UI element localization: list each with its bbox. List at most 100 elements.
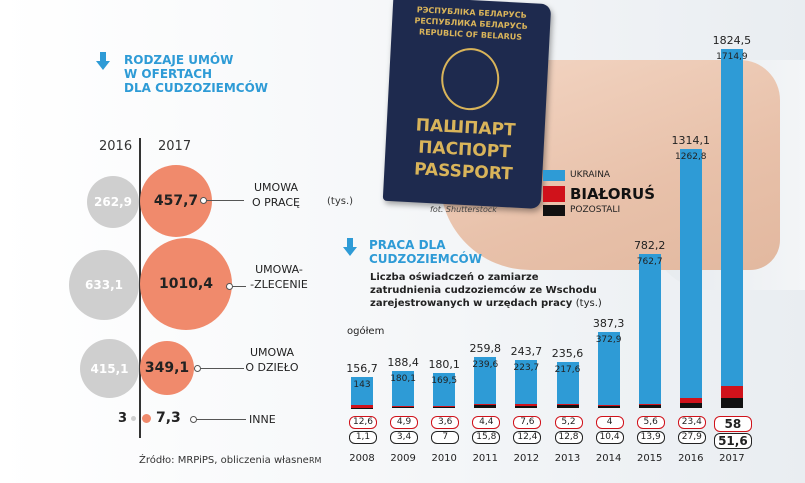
- x-tick-label: 2009: [390, 453, 416, 464]
- pill-pozostali-value: 12,8: [554, 431, 583, 444]
- value-2016-inne: 3: [118, 411, 128, 426]
- section2-title: PRACA DLA CUDZOZIEMCÓW: [369, 238, 482, 266]
- pill-pozostali-value: 12,4: [513, 431, 542, 444]
- bar-segment-pozostali: [392, 407, 415, 409]
- bar-segment-ukraina: [392, 370, 415, 407]
- x-tick-label: 2012: [513, 453, 540, 464]
- pill-pozostali-value: 51,6: [713, 433, 752, 449]
- pill-bialorus-value: 12,6: [349, 416, 377, 429]
- year-2017-label: 2017: [158, 139, 192, 154]
- bar-inner-value-label: 239,6: [472, 359, 499, 370]
- bar-inner-value-label: 143: [353, 380, 371, 391]
- legend-swatch-pozostali: [543, 205, 565, 216]
- row-label-line1: UMOWA-: [255, 263, 303, 276]
- legend-swatch-bialorus: [543, 186, 565, 202]
- row-label-umowa-o-dzielo: UMOWA O DZIEŁO: [242, 345, 302, 375]
- photo-credit: fot. Shutterstock: [430, 205, 497, 214]
- arrow-down-icon: [96, 52, 110, 70]
- legend-label-ukraina: UKRAINA: [570, 170, 611, 180]
- connector-line: [206, 200, 244, 201]
- bar-segment-pozostali: [556, 405, 579, 408]
- bar-total-label: 180,1: [428, 357, 460, 371]
- section2-title-line2: CUDZOZIEMCÓW: [369, 252, 482, 266]
- pill-pozostali-value: 3,4: [390, 431, 419, 444]
- bar-total-label: 387,3: [592, 316, 625, 330]
- bar-inner-value-label: 762,7: [636, 256, 663, 267]
- bar-segment-ukraina: [515, 359, 538, 405]
- subtitle-line3: zarejestrowanych w urzędach pracy: [370, 298, 573, 309]
- row-label-line2: O DZIEŁO: [245, 361, 299, 374]
- bar-inner-value-label: 372,9: [595, 334, 622, 345]
- pill-pozostali-value: 7: [431, 431, 460, 444]
- bar-total-label: 188,4: [387, 355, 419, 369]
- year-2016-label: 2016: [99, 139, 133, 154]
- legend-swatch-ukraina: [543, 170, 565, 181]
- bar-total-label: 1314,1: [671, 134, 711, 148]
- pill-pozostali-value: 15,8: [472, 431, 501, 444]
- row-label-line2: O PRACĘ: [252, 196, 300, 209]
- bar-segment-bialorus: [679, 397, 702, 403]
- bar-segment-bialorus: [433, 405, 456, 407]
- bar-segment-bialorus: [351, 405, 373, 408]
- bar-segment-bialorus: [597, 405, 620, 407]
- bar-segment-ukraina: [474, 356, 497, 404]
- bar-segment-bialorus: [515, 404, 538, 406]
- pill-bialorus-value: 58: [713, 416, 752, 432]
- bar-segment-bialorus: [556, 404, 579, 406]
- bar-segment-pozostali: [679, 402, 702, 408]
- bubble-2016-umowa-o-dzielo: 415,1: [80, 339, 139, 398]
- pill-bialorus-value: 4,4: [472, 416, 501, 429]
- pill-bialorus-value: 3,6: [431, 416, 460, 429]
- bar-segment-ukraina: [351, 377, 373, 406]
- pill-pozostali-value: 1,1: [349, 431, 377, 444]
- pill-bialorus-value: 7,6: [513, 416, 542, 429]
- bar-segment-bialorus: [392, 406, 415, 408]
- bar-total-label: 782,2: [633, 238, 666, 252]
- pill-bialorus-value: 23,4: [677, 416, 706, 429]
- row-label-umowa-zlecenie: UMOWA- -ZLECENIE: [248, 262, 310, 292]
- bar-segment-bialorus: [720, 386, 743, 398]
- connector-line: [200, 368, 244, 369]
- bar-segment-pozostali: [720, 397, 743, 408]
- pill-pozostali-value: 27,9: [677, 431, 706, 444]
- bar-segment-bialorus: [638, 404, 661, 406]
- bar-segment-pozostali: [597, 405, 620, 408]
- section1-title-line1: RODZAJE UMÓW: [124, 53, 234, 67]
- bar-total-label: 259,8: [469, 341, 502, 355]
- x-tick-label: 2011: [472, 453, 499, 464]
- section2-subtitle: Liczba oświadczeń o zamiarze zatrudnieni…: [370, 271, 602, 310]
- bar-inner-value-label: 1714,9: [716, 51, 748, 62]
- row-label-line1: UMOWA: [254, 181, 298, 194]
- author-text: RM: [309, 456, 322, 465]
- bar-total-label: 235,6: [551, 346, 584, 360]
- bar-total-label: 156,7: [346, 362, 378, 376]
- pill-bialorus-value: 5,2: [554, 416, 583, 429]
- bar-segment-ukraina: [556, 361, 579, 405]
- connector-line: [232, 286, 246, 287]
- bar-segment-pozostali: [433, 406, 456, 408]
- bar-inner-value-label: 180,1: [390, 373, 416, 384]
- bar-inner-value-label: 169,5: [431, 375, 458, 386]
- bar-segment-ukraina: [638, 253, 661, 405]
- value-2017-inne: 7,3: [156, 410, 181, 426]
- source-text: Źródło: MRPiPS, obliczenia własne: [139, 455, 309, 466]
- pill-bialorus-value: 4: [595, 416, 624, 429]
- bubble-2016-umowa-zlecenie: 633,1: [69, 250, 139, 320]
- bar-segment-bialorus: [474, 404, 497, 406]
- bar-inner-value-label: 223,7: [513, 362, 540, 373]
- bubble-2016-umowa-o-prace: 262,9: [87, 176, 139, 228]
- bar-segment-pozostali: [515, 405, 538, 408]
- x-tick-label: 2017: [719, 453, 745, 464]
- subtitle-line1: Liczba oświadczeń o zamiarze: [370, 272, 539, 283]
- pill-bialorus-value: 4,9: [390, 416, 419, 429]
- pill-pozostali-value: 10,4: [595, 431, 624, 444]
- x-tick-label: 2008: [349, 453, 375, 464]
- total-label: ogółem: [347, 326, 385, 337]
- bar-segment-ukraina: [433, 372, 456, 406]
- x-tick-label: 2015: [636, 453, 663, 464]
- bar-total-label: 243,7: [510, 344, 543, 358]
- x-tick-label: 2010: [431, 453, 457, 464]
- legend-label-pozostali: POZOSTALI: [570, 205, 621, 215]
- bar-inner-value-label: 217,6: [554, 364, 581, 375]
